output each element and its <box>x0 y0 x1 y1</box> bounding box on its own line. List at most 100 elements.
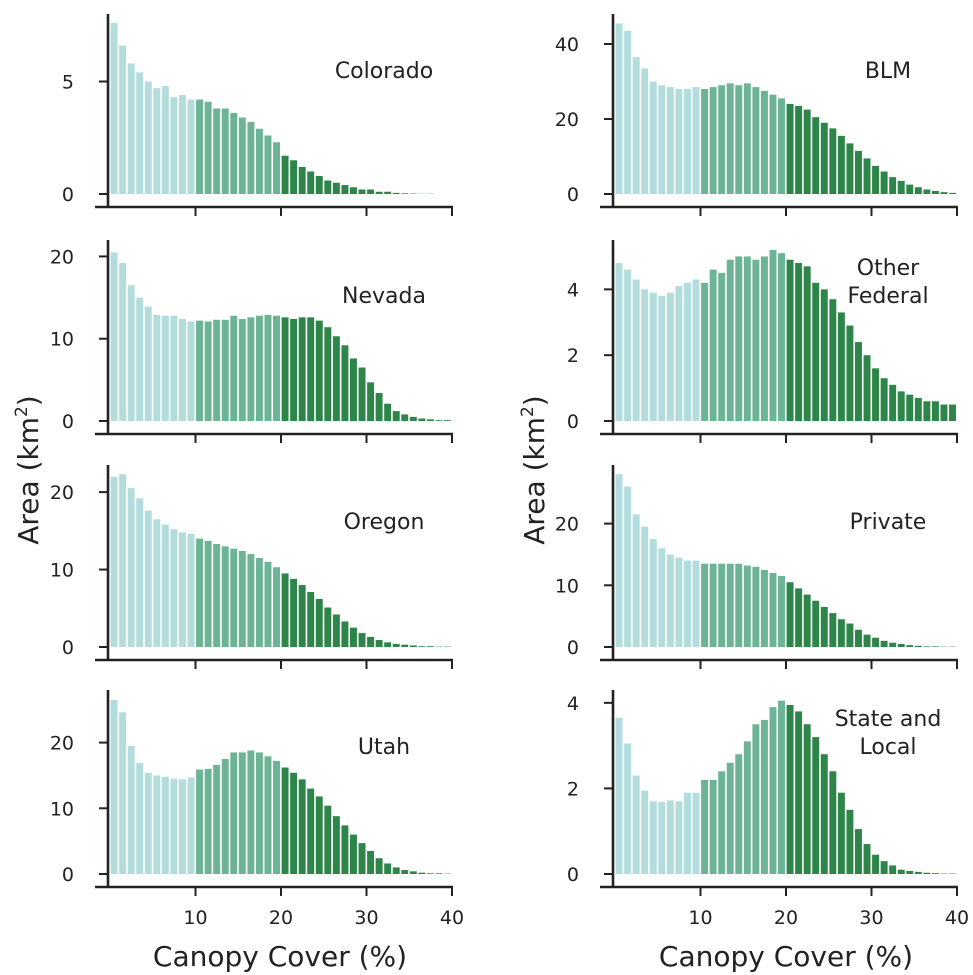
x-tick-label-state-and-local-30: 30 <box>859 907 883 929</box>
y-tick-label-utah-20: 20 <box>50 733 74 755</box>
bar-blm-2 <box>632 57 640 195</box>
bar-private-23 <box>812 600 820 647</box>
bar-state-and-local-28 <box>855 829 862 874</box>
bar-utah-28 <box>350 834 357 874</box>
bar-state-and-local-26 <box>837 792 845 874</box>
bar-other-federal-13 <box>726 259 734 421</box>
y-tick-label-other-federal-0: 0 <box>567 411 579 433</box>
bar-other-federal-3 <box>641 289 649 421</box>
bar-other-federal-18 <box>769 249 777 421</box>
bar-colorado-18 <box>264 135 272 194</box>
bar-nevada-29 <box>358 367 366 421</box>
bar-private-24 <box>820 606 828 647</box>
bar-state-and-local-4 <box>649 801 657 874</box>
bar-oregon-2 <box>127 488 135 647</box>
bar-utah-7 <box>170 778 178 874</box>
y-tick-label-blm-40: 40 <box>555 34 579 56</box>
bar-nevada-7 <box>170 315 178 421</box>
bar-blm-0 <box>615 23 623 195</box>
y-tick-label-colorado-5: 5 <box>62 72 74 94</box>
bar-other-federal-21 <box>795 263 803 421</box>
bar-nevada-33 <box>392 411 400 421</box>
bar-oregon-30 <box>367 636 375 647</box>
bar-oregon-17 <box>255 557 263 647</box>
bar-utah-31 <box>375 858 383 874</box>
bar-colorado-0 <box>110 23 118 194</box>
bar-private-22 <box>803 594 811 647</box>
bar-blm-30 <box>872 165 880 195</box>
bar-colorado-8 <box>179 95 186 194</box>
bar-oregon-21 <box>290 578 298 647</box>
bar-state-and-local-9 <box>692 792 700 874</box>
bar-private-12 <box>718 563 726 647</box>
bar-state-and-local-0 <box>615 717 623 874</box>
bar-blm-8 <box>684 89 691 194</box>
panel-other-federal: 0 2 4 <box>567 240 958 443</box>
bar-nevada-19 <box>273 315 280 421</box>
bar-colorado-34 <box>401 193 409 194</box>
bar-other-federal-26 <box>837 312 845 421</box>
bar-other-federal-10 <box>701 282 709 421</box>
bar-nevada-3 <box>136 297 144 421</box>
bar-state-and-local-34 <box>906 871 914 874</box>
bar-other-federal-2 <box>632 279 640 421</box>
bar-oregon-18 <box>264 561 272 647</box>
bar-state-and-local-15 <box>743 741 751 874</box>
bar-private-35 <box>914 645 922 647</box>
bar-utah-24 <box>315 796 323 874</box>
bar-utah-2 <box>127 745 135 874</box>
bar-colorado-3 <box>136 72 144 194</box>
bar-blm-34 <box>906 184 914 195</box>
bar-other-federal-14 <box>735 256 743 421</box>
bar-utah-34 <box>401 870 409 874</box>
bar-utah-36 <box>418 872 426 874</box>
bar-oregon-35 <box>409 645 417 647</box>
bar-state-and-local-32 <box>889 865 897 874</box>
bar-blm-24 <box>820 122 828 194</box>
bar-blm-6 <box>666 87 674 195</box>
bar-colorado-14 <box>230 113 238 194</box>
bar-nevada-37 <box>426 419 434 421</box>
bar-other-federal-30 <box>872 368 880 421</box>
panel-label-state-local-line1: State and <box>835 707 942 732</box>
bar-oregon-29 <box>358 633 366 647</box>
panel-label-other-federal-line1: Other <box>857 256 920 281</box>
y-axis-title-right-end: ) <box>518 395 551 406</box>
x-tick-label-utah-40: 40 <box>440 907 464 929</box>
bar-oregon-7 <box>170 529 178 647</box>
bar-other-federal-4 <box>649 292 657 421</box>
bar-nevada-21 <box>290 318 298 421</box>
bar-blm-13 <box>726 83 734 195</box>
bar-state-and-local-18 <box>769 707 777 874</box>
bar-private-3 <box>641 526 649 647</box>
bar-private-34 <box>906 645 914 647</box>
bar-oregon-14 <box>230 548 238 647</box>
bar-state-and-local-22 <box>803 724 811 874</box>
bar-oregon-13 <box>221 546 229 647</box>
bar-oregon-22 <box>298 585 306 647</box>
panel-oregon: 0 10 20 <box>50 465 453 669</box>
y-axis-title-right-sup: 2 <box>518 406 538 417</box>
bar-oregon-5 <box>153 519 161 647</box>
bar-utah-17 <box>255 752 263 874</box>
bar-oregon-32 <box>384 642 392 647</box>
bar-blm-32 <box>889 177 897 195</box>
x-axis-title-left: Canopy Cover (%) <box>153 940 407 973</box>
bar-utah-11 <box>204 768 212 874</box>
bar-nevada-1 <box>119 263 127 421</box>
bar-utah-5 <box>153 775 161 874</box>
bar-state-and-local-12 <box>718 771 726 874</box>
bar-utah-12 <box>213 764 221 874</box>
y-axis-title-right: Area (km2) <box>518 395 551 545</box>
bar-blm-18 <box>769 94 777 195</box>
bar-oregon-1 <box>119 474 127 647</box>
y-tick-label-state-and-local-2: 2 <box>567 778 579 800</box>
bar-state-and-local-36 <box>923 872 931 874</box>
bar-state-and-local-2 <box>632 775 640 874</box>
bar-colorado-22 <box>298 167 306 194</box>
bar-oregon-20 <box>281 573 289 647</box>
bar-colorado-10 <box>196 99 204 194</box>
y-axis-title-right-main: Area (km <box>518 417 551 545</box>
bar-private-8 <box>684 560 691 647</box>
bar-other-federal-5 <box>658 295 666 421</box>
